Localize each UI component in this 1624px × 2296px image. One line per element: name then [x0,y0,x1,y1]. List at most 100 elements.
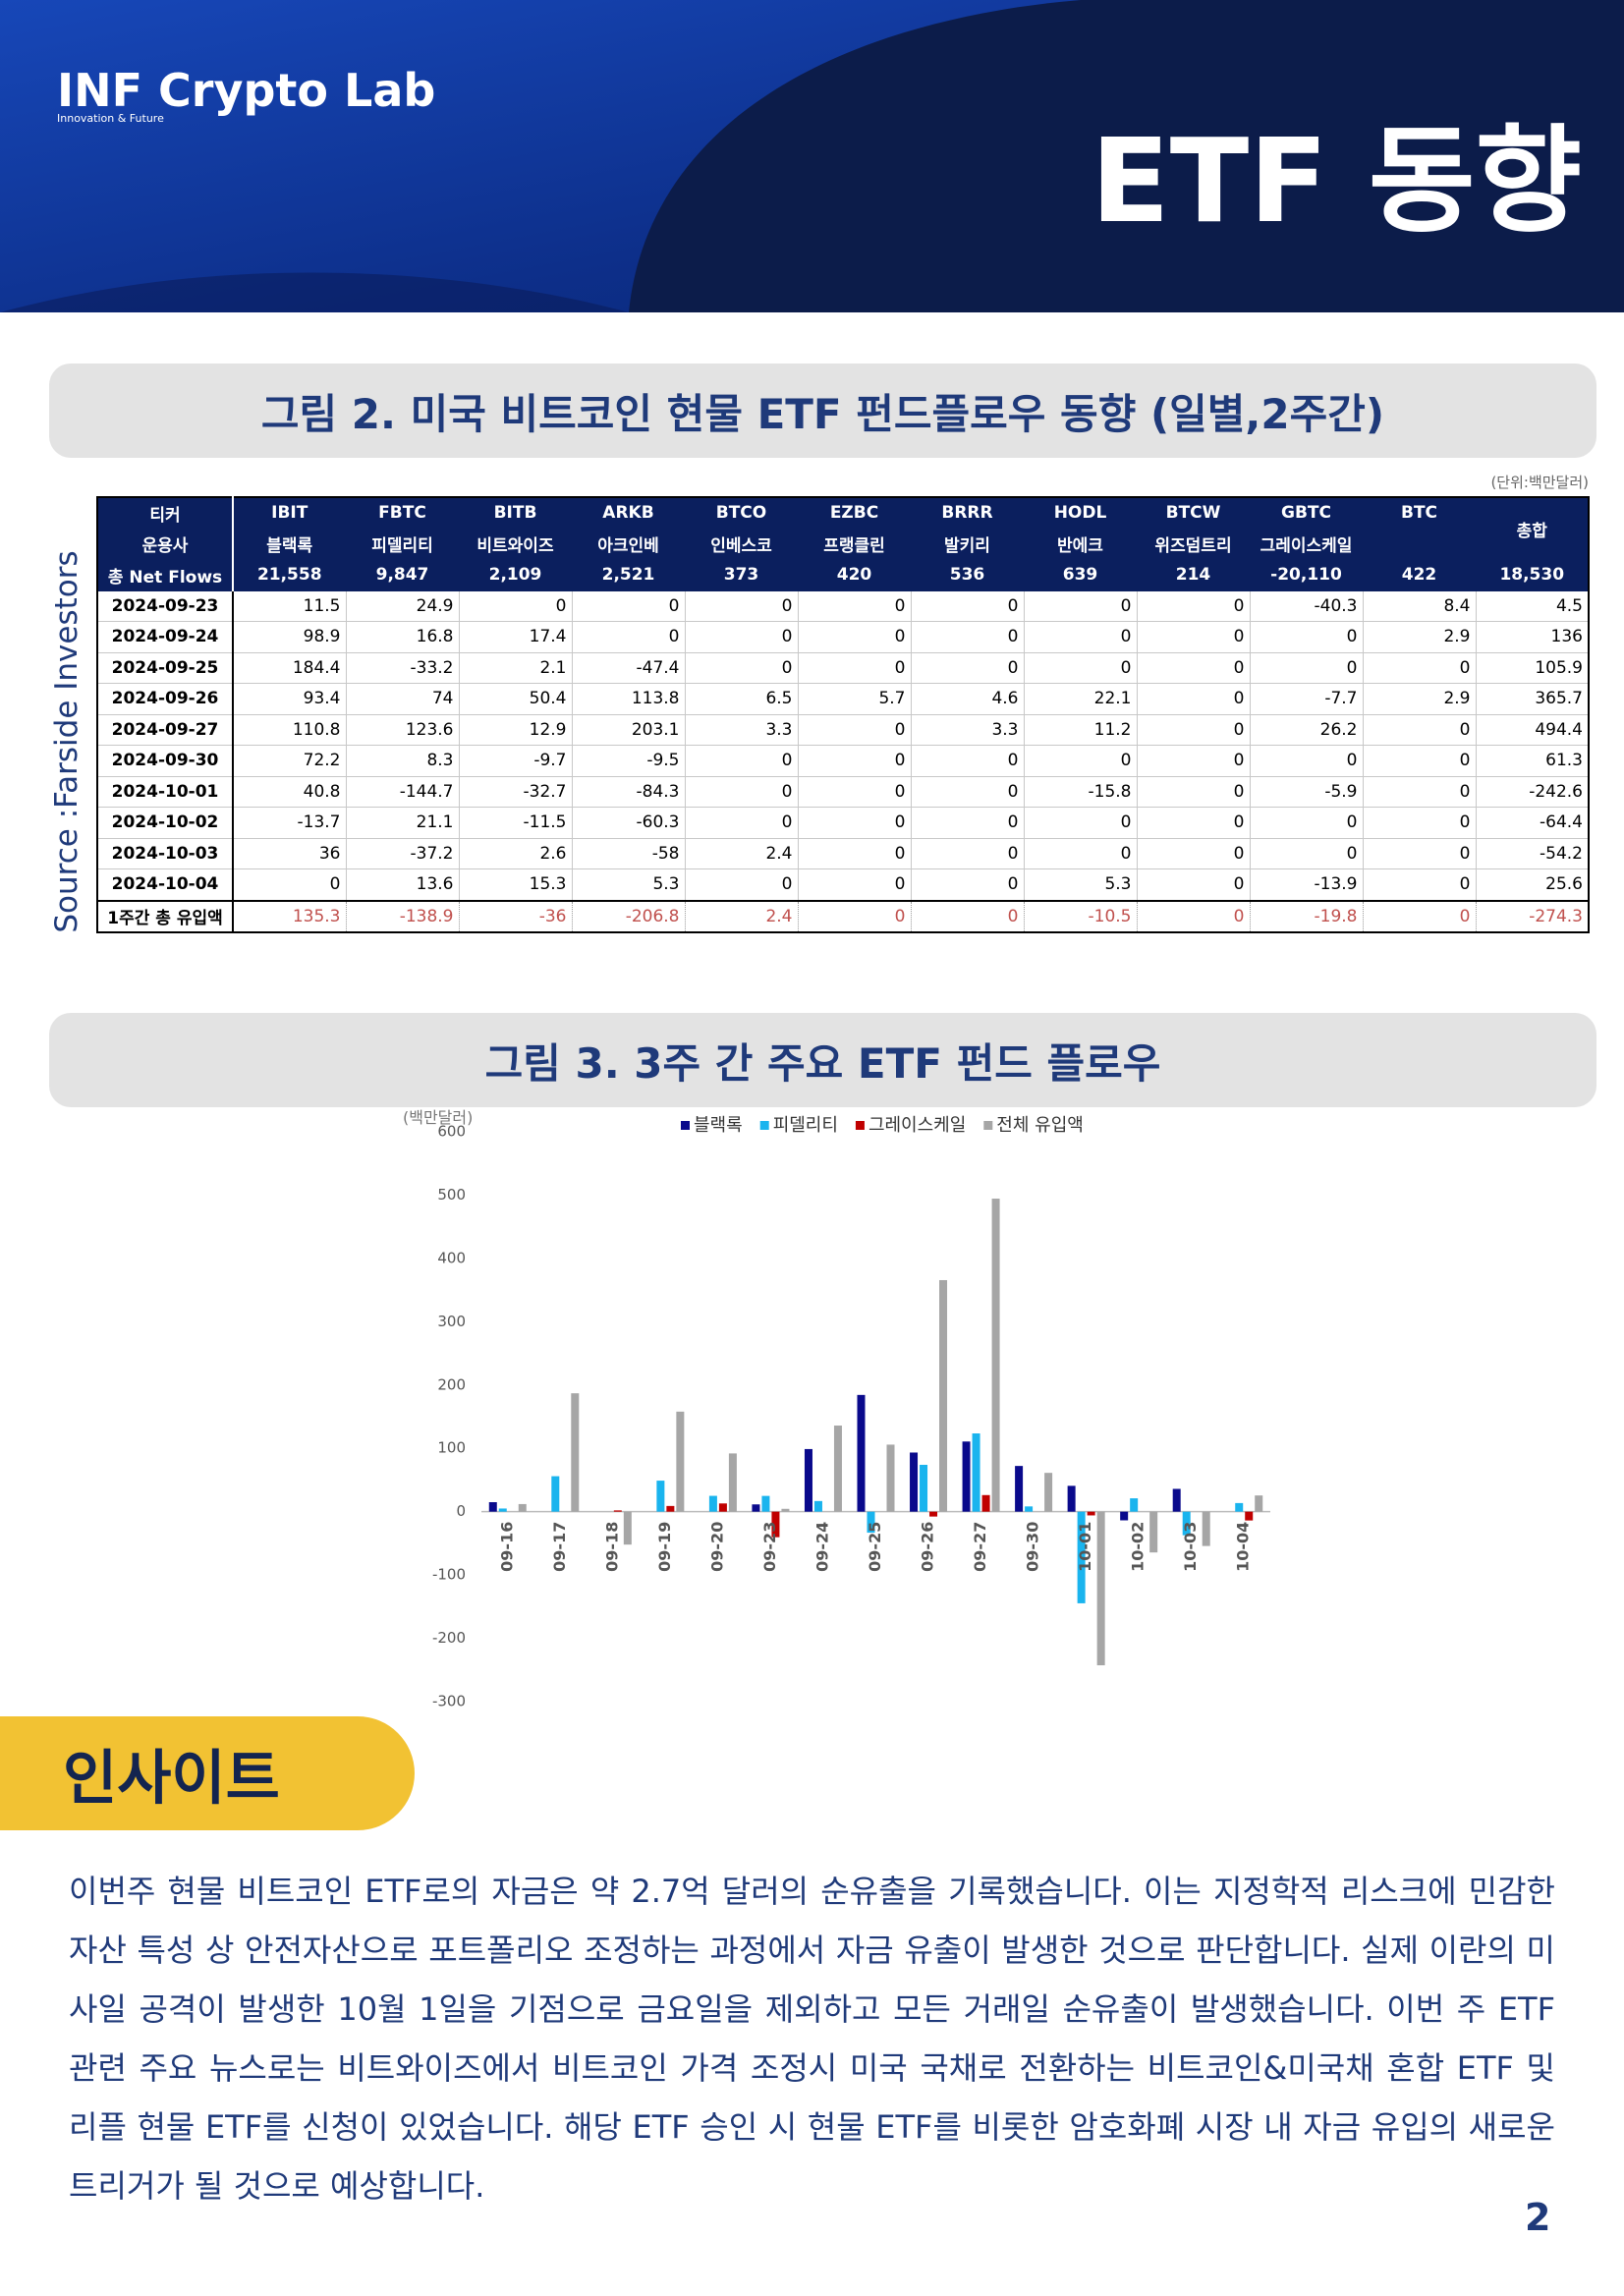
bar [1044,1473,1053,1512]
value-cell: 0 [910,621,1025,653]
table-row: 2024-10-04 0 13.6 15.3 5.3 0 0 0 5.3 0 -13.9 0 25.6 [96,868,1590,901]
value-cell: 0 [910,745,1025,777]
x-tick-label: 09-20 [707,1522,726,1572]
value-cell: 93.4 [232,683,347,715]
bar [781,1508,790,1512]
ticker-cell: BTC [1362,496,1477,530]
value-cell: 0 [1136,651,1251,684]
ticker-cell: HODL [1023,496,1138,530]
y-tick-label: -100 [432,1566,466,1584]
value-cell: 74 [345,683,460,715]
table-row: 2024-09-26 93.4 74 50.4 113.8 6.5 5.7 4.6 22.1 0-… [96,683,1590,715]
value-cell: 2.4 [684,899,799,933]
manager-cell: 그레이스케일 [1249,528,1364,560]
value-cell: 0 [684,621,799,653]
value-cell: 0 [910,837,1025,869]
value-cell: 5.3 [571,868,686,901]
x-tick-label: 09-16 [497,1522,516,1572]
table-row: 1주간 총 유입액 135.3 -138.9 -36 -206.8 2.4 0 0 -10.5 0… [96,899,1590,933]
value-cell: 373 [684,559,799,591]
value-cell: 0 [797,868,912,901]
value-cell: 0 [797,807,912,839]
value-cell: -274.3 [1475,899,1590,933]
value-cell: 536 [910,559,1025,591]
value-cell: 26.2 [1249,713,1364,746]
y-tick-label: 400 [437,1249,466,1266]
value-cell: 3.3 [684,713,799,746]
value-cell: -20,110 [1249,559,1364,591]
header-cell: 운용사 [96,528,234,560]
ticker-cell: EZBC [797,496,912,530]
value-cell: -9.5 [571,745,686,777]
bar [488,1502,497,1512]
value-cell: 50.4 [458,683,573,715]
value-cell: 61.3 [1475,745,1590,777]
value-cell: 0 [1136,621,1251,653]
y-tick-label: 100 [437,1439,466,1457]
value-cell: 0 [1023,837,1138,869]
table-unit: (단위:백만달러) [1490,474,1589,491]
value-cell: 0 [910,807,1025,839]
legend-label: 피델리티 [773,1115,838,1136]
row-label: 총 Net Flows [96,559,234,591]
header-cell: 총합 [1475,496,1590,560]
bar [1172,1488,1181,1512]
value-cell: 0 [797,837,912,869]
ticker-cell: FBTC [345,496,460,530]
value-cell: 25.6 [1475,868,1590,901]
manager-cell: 비트와이즈 [458,528,573,560]
value-cell: 2.9 [1362,683,1477,715]
value-cell: 2.1 [458,651,573,684]
value-cell: 0 [1136,807,1251,839]
value-cell: -36 [458,899,573,933]
value-cell: 2.4 [684,837,799,869]
row-label: 2024-09-25 [96,651,234,684]
value-cell: -19.8 [1249,899,1364,933]
table-row: 2024-09-25 184.4 -33.2 2.1 -47.4 0 0 0 0 0 0 0 105.9 [96,651,1590,684]
bar [1120,1511,1129,1521]
x-tick-label: 09-18 [602,1522,621,1572]
bar [1087,1511,1095,1516]
value-cell: 0 [1249,745,1364,777]
value-cell: -242.6 [1475,775,1590,808]
x-tick-label: 10-04 [1234,1522,1253,1572]
manager-cell [1362,528,1477,560]
value-cell: 184.4 [232,651,347,684]
row-label: 2024-10-03 [96,837,234,869]
value-cell: 0 [797,651,912,684]
value-cell: 420 [797,559,912,591]
value-cell: -32.7 [458,775,573,808]
value-cell: -206.8 [571,899,686,933]
y-tick-label: 300 [437,1313,466,1330]
value-cell: 0 [910,651,1025,684]
manager-cell: 블랙록 [232,528,347,560]
logo-subtitle: Innovation & Future [57,112,164,125]
bar [991,1199,1000,1512]
value-cell: 105.9 [1475,651,1590,684]
value-cell: 2,521 [571,559,686,591]
bar [1067,1485,1076,1512]
value-cell: 0 [910,775,1025,808]
row-label: 1주간 총 유입액 [96,899,234,933]
figure-caption: 그림 3. 3주 간 주요 ETF 펀드 플로우 [49,1013,1596,1107]
x-tick-label: 09-19 [655,1522,674,1572]
header-cell: 티커 [96,496,234,530]
value-cell: 0 [1249,837,1364,869]
value-cell: 0 [797,713,912,746]
table-row: 2024-09-30 72.2 8.3 -9.7 -9.5 0 0 0 0 0 0 0 61.3 [96,745,1590,777]
value-cell: 21,558 [232,559,347,591]
x-tick-label: 10-02 [1129,1522,1148,1572]
value-cell: 0 [1249,621,1364,653]
value-cell: 0 [910,899,1025,933]
bar [1077,1511,1086,1603]
bar [1235,1502,1244,1512]
bar [1149,1511,1158,1553]
x-tick-label: 09-17 [550,1522,569,1572]
bar [551,1476,560,1512]
value-cell: 214 [1136,559,1251,591]
logo: INF Crypto Lab [57,64,435,117]
bar [771,1511,780,1538]
value-cell: -7.7 [1249,683,1364,715]
page-number: 2 [1525,2196,1551,2239]
value-cell: 0 [797,745,912,777]
